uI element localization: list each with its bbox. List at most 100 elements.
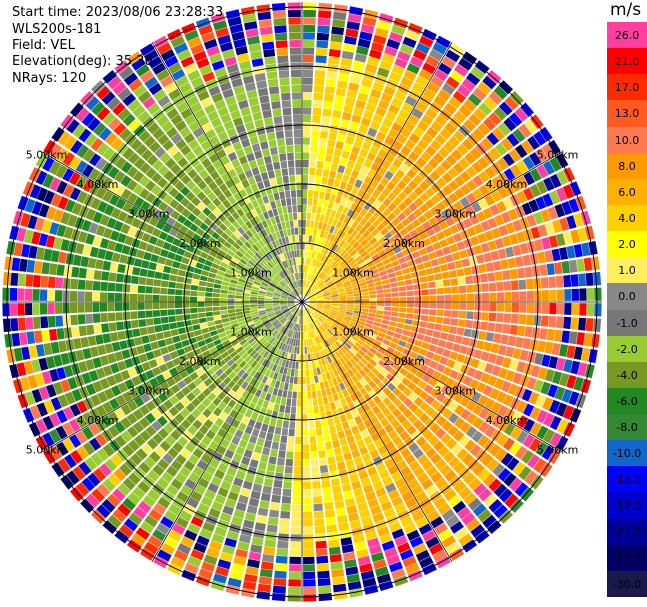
range-gate	[348, 402, 356, 412]
range-gate	[249, 218, 257, 227]
range-gate	[302, 406, 308, 415]
range-gate	[141, 361, 151, 372]
range-gate	[197, 180, 208, 191]
range-gate	[279, 442, 287, 451]
range-ring-label: 4.00km	[486, 178, 528, 191]
range-gate	[386, 267, 395, 274]
range-gate	[115, 394, 127, 406]
range-gate	[466, 284, 474, 293]
range-gate	[429, 302, 437, 309]
range-gate	[230, 110, 241, 120]
range-gate	[260, 315, 268, 320]
range-gate	[391, 337, 400, 345]
range-gate	[171, 523, 186, 535]
range-gate	[367, 224, 376, 233]
range-gate	[283, 289, 290, 294]
range-gate	[155, 238, 165, 248]
range-gate	[262, 211, 270, 220]
range-gate	[559, 247, 569, 260]
range-gate	[236, 208, 245, 217]
range-gate	[381, 187, 391, 197]
range-gate	[280, 326, 286, 333]
range-gate	[217, 381, 227, 391]
range-gate	[434, 273, 443, 281]
range-gate	[104, 250, 114, 261]
range-gate	[377, 166, 387, 176]
range-gate	[373, 34, 387, 45]
range-gate	[101, 499, 116, 513]
range-gate	[339, 273, 347, 280]
range-gate	[287, 443, 294, 452]
range-gate	[261, 267, 269, 274]
range-gate	[31, 388, 43, 403]
range-gate	[152, 246, 162, 256]
range-gate	[322, 396, 329, 405]
range-gate	[302, 316, 305, 325]
range-gate	[516, 361, 526, 373]
range-gate	[292, 265, 296, 273]
range-gate	[248, 402, 256, 412]
range-gate	[164, 82, 178, 94]
range-gate	[445, 515, 460, 528]
range-gate	[254, 476, 264, 485]
range-gate	[104, 132, 118, 146]
range-gate	[266, 524, 278, 533]
range-gate	[252, 330, 260, 337]
range-gate	[339, 365, 347, 373]
range-gate	[350, 202, 358, 211]
range-gate	[422, 503, 436, 516]
range-gate	[516, 190, 528, 204]
range-gate	[272, 487, 282, 496]
range-gate	[199, 322, 208, 329]
range-gate	[234, 268, 242, 275]
range-gate	[504, 302, 512, 313]
range-gate	[275, 288, 282, 293]
range-gate	[443, 141, 455, 153]
colorbar-tick-label: -26.0	[612, 551, 642, 565]
range-gate	[261, 330, 269, 337]
range-gate	[288, 167, 295, 176]
range-gate	[313, 100, 323, 108]
range-gate	[189, 296, 198, 302]
range-gate	[391, 297, 400, 302]
range-gate	[302, 69, 314, 78]
range-gate	[257, 297, 265, 300]
range-gate	[489, 292, 497, 302]
range-gate	[25, 317, 34, 330]
range-gate	[413, 314, 421, 321]
range-gate	[417, 139, 429, 150]
range-gate	[85, 493, 100, 508]
range-gate	[377, 445, 388, 455]
range-gate	[219, 552, 233, 563]
range-gate	[322, 310, 330, 314]
range-gate	[413, 197, 424, 208]
range-gate	[509, 498, 524, 513]
range-gate	[227, 305, 235, 310]
range-gate	[492, 463, 505, 477]
range-gate	[38, 233, 49, 247]
range-gate	[119, 524, 134, 538]
range-gate	[497, 186, 509, 199]
range-gate	[212, 297, 220, 302]
range-gate	[212, 434, 223, 445]
range-gate	[359, 281, 367, 287]
range-gate	[496, 313, 504, 323]
range-gate	[351, 211, 359, 220]
range-gate	[396, 237, 406, 246]
range-gate	[318, 593, 333, 602]
range-gate	[315, 328, 321, 335]
range-gate	[318, 253, 323, 261]
range-gate	[367, 371, 376, 380]
range-gate	[289, 283, 294, 290]
range-gate	[281, 294, 288, 298]
range-gate	[329, 370, 336, 379]
range-gate	[283, 213, 289, 222]
range-gate	[549, 415, 562, 431]
range-gate	[375, 314, 383, 319]
range-gate	[404, 120, 416, 132]
range-gate	[376, 372, 385, 381]
range-gate	[506, 457, 520, 471]
range-gate	[546, 263, 556, 276]
range-gate	[19, 332, 28, 346]
range-gate	[165, 435, 176, 447]
